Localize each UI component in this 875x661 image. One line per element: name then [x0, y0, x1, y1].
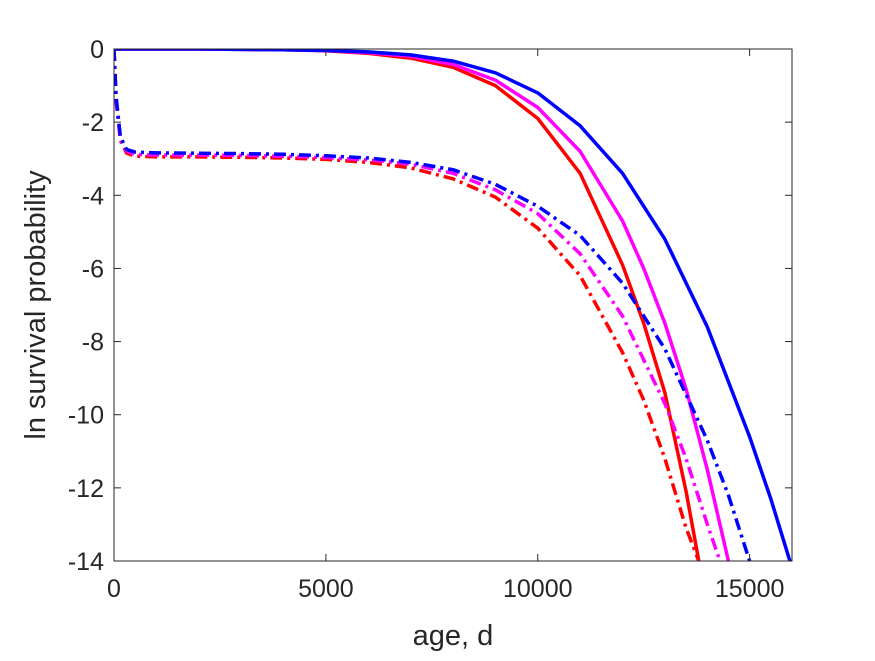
y-tick-label: -4: [82, 182, 104, 210]
series-line-5: [114, 49, 722, 561]
y-tick-label: -8: [82, 329, 104, 357]
x-tick-label: 10000: [503, 575, 573, 603]
y-tick-label: 0: [90, 36, 104, 64]
series-line-6: [114, 49, 752, 561]
plot-area: [114, 49, 792, 561]
y-tick-label: -14: [68, 548, 104, 576]
y-tick-label: -6: [82, 255, 104, 283]
y-tick-label: -10: [68, 402, 104, 430]
series-line-3: [114, 49, 792, 561]
y-tick-label: -12: [68, 475, 104, 503]
y-tick-label: -2: [82, 109, 104, 137]
y-axis-label: ln survival probability: [20, 170, 52, 440]
x-tick-label: 0: [107, 575, 121, 603]
series-layer: [114, 49, 792, 561]
x-tick-label: 15000: [715, 575, 785, 603]
x-tick-label: 5000: [298, 575, 354, 603]
x-axis-label: age, d: [413, 620, 494, 652]
tick-layer: 0 5000 10000 15000 0 -2 -4 -6 -8 -10 -12 -14: [68, 36, 792, 603]
axes-box: [113, 48, 793, 562]
